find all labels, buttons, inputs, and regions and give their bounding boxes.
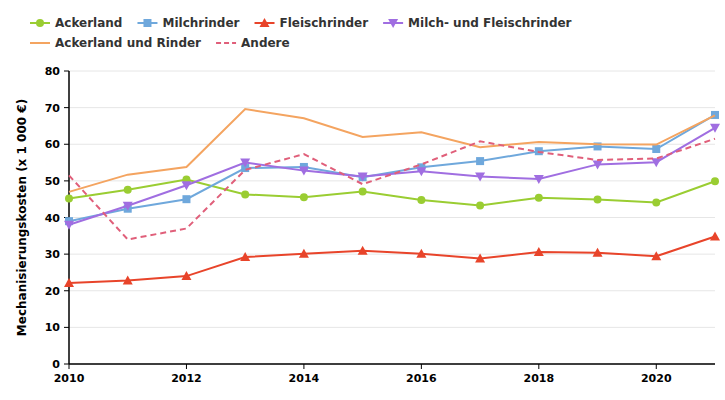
x-tick-label: 2014 <box>289 372 320 385</box>
legend-item: Ackerland und Rinder <box>30 36 201 50</box>
grid-line <box>69 217 715 218</box>
point <box>652 198 660 206</box>
legend-swatch <box>216 42 236 44</box>
point <box>358 172 368 181</box>
grid-line <box>69 180 715 181</box>
legend-label: Milch- und Fleischrinder <box>408 16 572 30</box>
y-tick-label: 70 <box>45 102 61 115</box>
grid-line <box>69 71 715 72</box>
y-tick-label: 60 <box>45 138 61 151</box>
legend-marker <box>388 19 398 28</box>
point <box>241 190 249 198</box>
point <box>534 175 544 184</box>
y-tick-label: 20 <box>45 285 61 298</box>
x-tick-label: 2012 <box>171 372 202 385</box>
y-tick-label: 0 <box>52 358 60 371</box>
point <box>652 145 660 153</box>
point <box>535 194 543 202</box>
y-tick-label: 30 <box>45 248 61 261</box>
y-tick-label: 80 <box>45 65 61 78</box>
legend-marker <box>143 19 151 27</box>
legend-item: Ackerland <box>30 16 122 30</box>
point <box>359 187 367 195</box>
point <box>475 254 485 263</box>
grid-line <box>69 290 715 291</box>
point <box>476 201 484 209</box>
point <box>416 249 426 258</box>
point <box>64 221 74 230</box>
legend-item: Fleischrinder <box>255 16 369 30</box>
series <box>65 111 719 225</box>
x-axis <box>69 363 715 365</box>
legend-item: Andere <box>216 36 290 50</box>
point <box>711 177 719 185</box>
point <box>416 167 426 176</box>
grid-line <box>69 327 715 328</box>
y-tick-label: 10 <box>45 321 61 334</box>
grid-line <box>69 107 715 108</box>
legend: Ackerland Milchrinder Fleischrinder Milch- … <box>30 16 572 50</box>
point <box>181 271 191 280</box>
point <box>182 195 190 203</box>
series-line <box>69 128 715 225</box>
point <box>710 232 720 241</box>
legend-label: Ackerland <box>55 16 122 30</box>
x-tick-label: 2010 <box>54 372 85 385</box>
legend-label: Milchrinder <box>162 16 239 30</box>
legend-label: Andere <box>241 36 290 50</box>
legend-marker <box>36 19 44 27</box>
y-tick-label: 50 <box>45 175 61 188</box>
chart: 0 10 20 30 40 50 60 70 80 2010 2012 2014 2016 2018 202… <box>0 0 725 400</box>
point <box>64 278 74 287</box>
series <box>69 109 715 192</box>
legend-label: Fleischrinder <box>280 16 369 30</box>
point <box>300 193 308 201</box>
grid-line <box>69 364 715 365</box>
y-tick-label: 40 <box>45 212 61 225</box>
series-line <box>69 109 715 192</box>
point <box>240 252 250 261</box>
legend-label: Ackerland und Rinder <box>55 36 201 50</box>
point <box>124 186 132 194</box>
legend-marker <box>260 18 270 27</box>
plot-area <box>64 109 720 287</box>
point <box>299 249 309 258</box>
point <box>534 247 544 256</box>
series-line <box>69 115 715 221</box>
legend-item: Milchrinder <box>137 16 239 30</box>
series <box>64 124 720 230</box>
point <box>65 194 73 202</box>
point <box>594 196 602 204</box>
point <box>181 181 191 190</box>
series <box>64 232 720 288</box>
legend-swatch <box>30 42 50 44</box>
point <box>593 160 603 169</box>
point <box>476 157 484 165</box>
point <box>299 167 309 176</box>
y-axis-label: Mechanisierungskosten (x 1 000 €) <box>15 99 29 336</box>
point <box>358 246 368 255</box>
point <box>123 202 133 211</box>
point <box>475 172 485 181</box>
point <box>593 248 603 257</box>
point <box>123 275 133 284</box>
x-tick-label: 2018 <box>524 372 555 385</box>
x-tick-label: 2020 <box>641 372 672 385</box>
x-tick-label: 2016 <box>406 372 437 385</box>
point <box>240 159 250 168</box>
point <box>417 196 425 204</box>
series-line <box>69 237 715 284</box>
legend-item: Milch- und Fleischrinder <box>383 16 572 30</box>
series-line <box>69 139 715 240</box>
point <box>710 124 720 133</box>
point <box>651 251 661 260</box>
series <box>69 139 715 240</box>
